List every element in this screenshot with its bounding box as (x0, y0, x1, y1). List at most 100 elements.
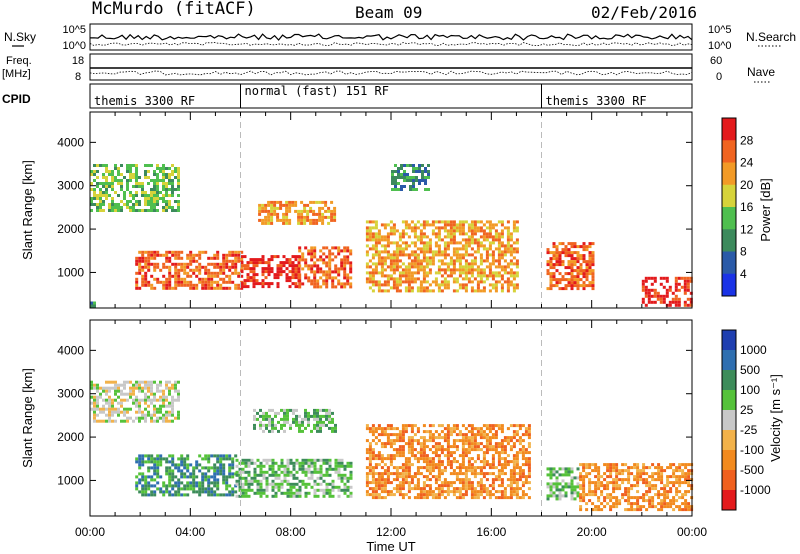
echo-cell (470, 226, 474, 230)
cpid-segment-label: normal (fast) 151 RF (245, 84, 390, 98)
echo-cell (558, 281, 562, 285)
echo-cell (512, 442, 516, 446)
echo-cell (368, 481, 372, 485)
echo-cell (271, 482, 275, 486)
echo-cell (301, 482, 305, 486)
echo-cell (461, 433, 465, 437)
echo-cell (665, 294, 669, 298)
echo-cell (485, 427, 489, 431)
echo-cell (274, 485, 278, 489)
echo-cell (431, 475, 435, 479)
echo-cell (479, 490, 483, 494)
echo-cell (253, 470, 257, 474)
echo-cell (419, 265, 423, 269)
echo-cell (394, 176, 397, 179)
echo-cell (343, 249, 347, 253)
echo-cell (491, 262, 495, 266)
echo-cell (651, 478, 655, 482)
echo-cell (437, 460, 441, 464)
echo-cell (318, 209, 322, 213)
echo-cell (410, 262, 414, 266)
echo-cell (383, 274, 387, 278)
echo-cell (576, 467, 580, 471)
echo-cell (132, 197, 135, 200)
echo-cell (153, 265, 157, 269)
echo-cell (180, 268, 184, 272)
echo-cell (343, 491, 347, 495)
echo-cell (374, 442, 378, 446)
echo-cell (280, 461, 284, 465)
echo-cell (322, 408, 325, 412)
echo-cell (150, 194, 153, 197)
echo-cell (276, 206, 280, 210)
echo-cell (297, 261, 301, 265)
echo-cell (612, 463, 616, 467)
echo-cell (117, 410, 120, 414)
echo-cell (455, 256, 459, 260)
echo-cell (648, 475, 652, 479)
echo-cell (307, 414, 310, 418)
echo-cell (392, 493, 396, 497)
echo-region (365, 424, 531, 500)
echo-cell (228, 472, 232, 476)
echo-cell (567, 242, 571, 246)
echo-cell (159, 475, 163, 479)
echo-cell (407, 487, 411, 491)
echo-cell (337, 270, 341, 274)
echo-cell (410, 424, 414, 428)
echo-cell (337, 252, 341, 256)
echo-cell (612, 502, 616, 506)
echo-cell (684, 481, 688, 485)
echo-cell (371, 226, 375, 230)
echo-cell (500, 484, 504, 488)
echo-cell (500, 289, 504, 293)
echo-cell (273, 273, 277, 277)
echo-cell (627, 502, 631, 506)
echo-cell (549, 473, 553, 477)
echo-cell (597, 487, 601, 491)
echo-cell (561, 488, 565, 492)
echo-cell (564, 482, 568, 486)
echo-cell (406, 164, 409, 167)
echo-cell (286, 411, 289, 415)
echo-cell (253, 423, 256, 427)
echo-cell (389, 226, 393, 230)
echo-cell (479, 229, 483, 233)
echo-cell (428, 271, 432, 275)
echo-cell (135, 410, 138, 414)
echo-cell (419, 247, 423, 251)
echo-cell (428, 439, 432, 443)
echo-cell (340, 476, 344, 480)
echo-cell (316, 494, 320, 498)
echo-cell (141, 463, 145, 467)
echo-cell (349, 261, 353, 265)
echo-cell (476, 457, 480, 461)
echo-cell (657, 502, 661, 506)
echo-cell (141, 413, 144, 417)
echo-cell (485, 235, 489, 239)
echo-cell (506, 271, 510, 275)
echo-cell (132, 389, 135, 393)
echo-cell (132, 419, 135, 423)
echo-cell (144, 277, 148, 281)
echo-cell (506, 460, 510, 464)
echo-cell (416, 220, 420, 224)
echo-cell (180, 493, 184, 497)
echo-cell (686, 297, 690, 301)
echo-cell (389, 442, 393, 446)
echo-cell (395, 484, 399, 488)
echo-cell (268, 414, 271, 418)
echo-cell (449, 256, 453, 260)
echo-cell (380, 262, 384, 266)
echo-cell (135, 182, 138, 185)
echo-cell (446, 241, 450, 245)
echo-cell (419, 493, 423, 497)
echo-cell (325, 285, 329, 289)
echo-cell (657, 493, 661, 497)
echo-cell (642, 463, 646, 467)
echo-cell (368, 247, 372, 251)
echo-cell (318, 218, 322, 222)
echo-cell (612, 481, 616, 485)
echo-cell (150, 460, 154, 464)
echo-cell (298, 491, 302, 495)
